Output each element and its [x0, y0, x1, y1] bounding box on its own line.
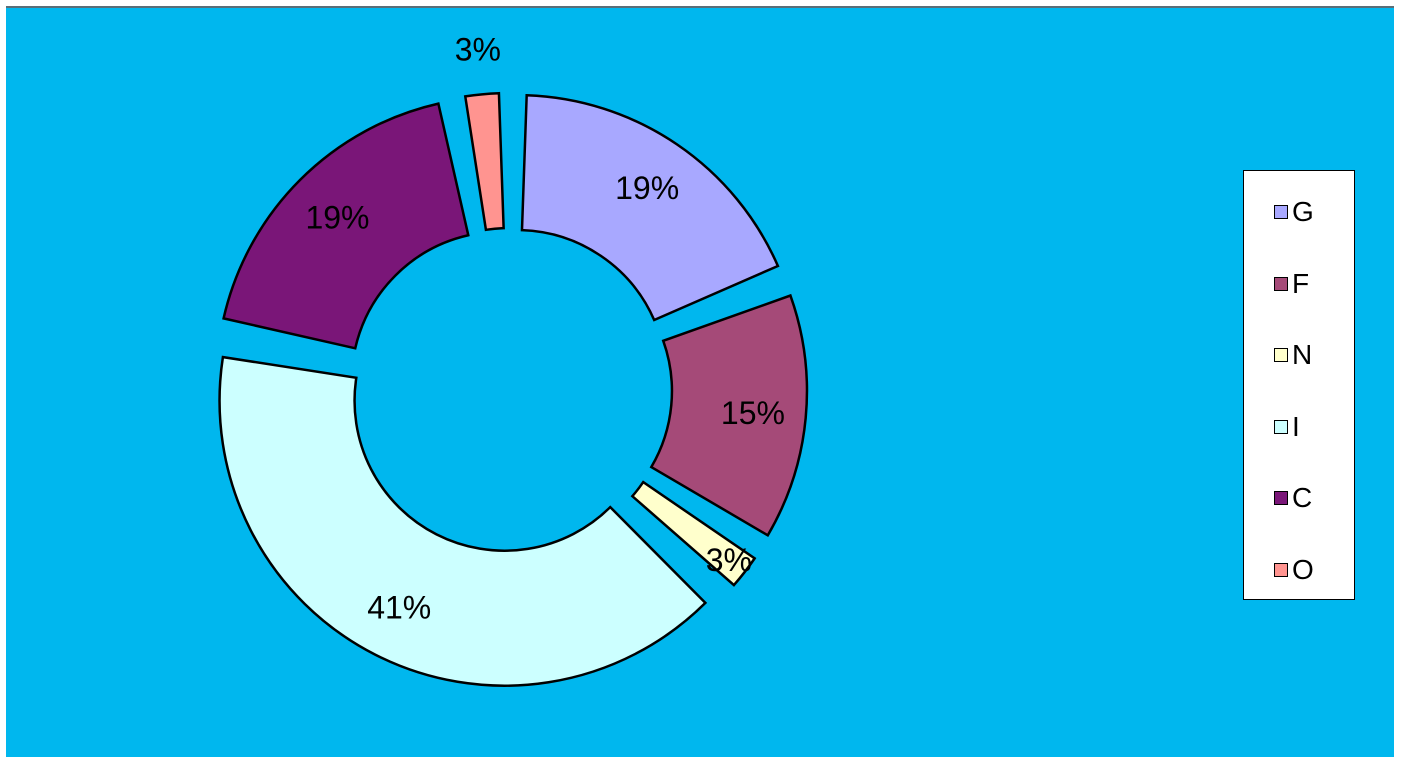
legend-item-o: O	[1274, 553, 1314, 585]
legend-label: O	[1292, 553, 1314, 585]
legend-swatch	[1274, 491, 1288, 505]
legend-label: I	[1292, 410, 1300, 442]
legend-swatch	[1274, 419, 1288, 434]
slice-f	[649, 293, 809, 538]
label-c: 19%	[305, 199, 369, 235]
label-o: 3%	[455, 32, 501, 68]
legend-swatch	[1274, 348, 1288, 362]
slice-c	[222, 102, 470, 350]
legend: G F N I C O	[1243, 170, 1355, 600]
slice-o	[463, 91, 505, 232]
legend-swatch	[1274, 205, 1288, 219]
label-g: 19%	[615, 170, 679, 206]
legend-item-i: I	[1274, 410, 1300, 442]
legend-item-n: N	[1274, 340, 1312, 370]
slice-g	[520, 93, 780, 322]
legend-item-f: F	[1274, 267, 1310, 299]
label-n: 3%	[706, 542, 752, 578]
legend-label: F	[1292, 267, 1310, 299]
slice-i	[218, 355, 708, 687]
label-i: 41%	[367, 589, 431, 625]
slice-n	[630, 480, 757, 587]
legend-item-g: G	[1274, 197, 1314, 227]
legend-swatch	[1274, 276, 1288, 291]
legend-swatch	[1274, 562, 1288, 577]
donut-labels: 19% 15% 3% 41% 19% 3%	[305, 32, 784, 626]
donut-slices	[218, 91, 809, 687]
legend-label: G	[1292, 196, 1314, 227]
legend-label: C	[1292, 482, 1313, 513]
label-f: 15%	[721, 395, 785, 431]
legend-item-c: C	[1274, 483, 1312, 513]
legend-label: N	[1292, 339, 1313, 370]
